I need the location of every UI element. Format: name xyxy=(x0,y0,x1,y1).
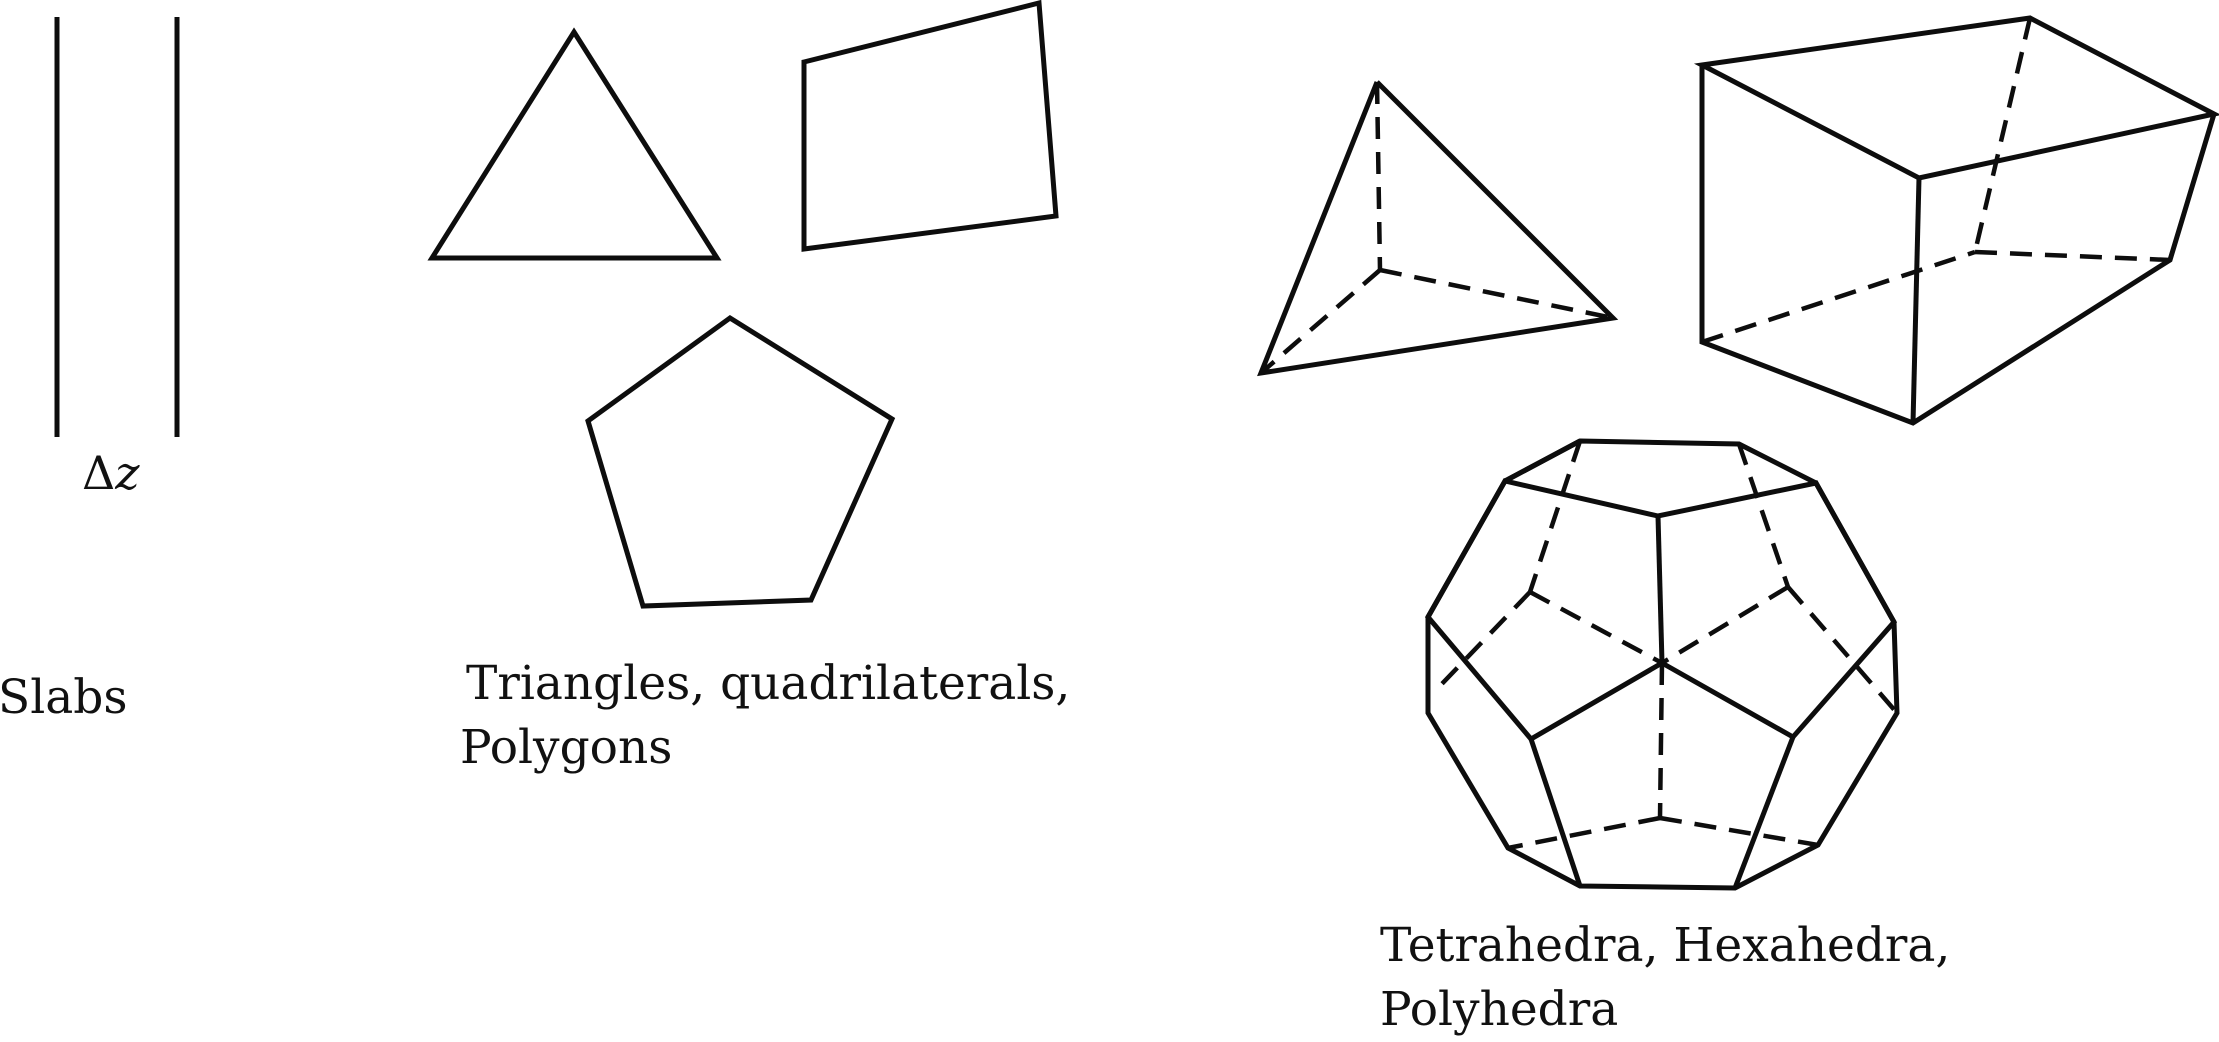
planar-shapes xyxy=(427,0,1059,609)
solids-caption-line-2: Polyhedra xyxy=(1380,982,1619,1037)
planar-caption-line-1: Triangles, quadrilaterals, xyxy=(466,656,1071,711)
polyhedron-hidden-edge-9 xyxy=(1659,815,1819,848)
polyhedron-edge-lower-right xyxy=(1732,736,1796,889)
hexahedron-top-face xyxy=(1693,15,2219,181)
polyhedron-hidden-edge-6 xyxy=(1786,585,1899,715)
hexahedron-front-edges xyxy=(1699,65,2217,426)
polyhedron-hidden-edge-2 xyxy=(1736,443,1791,588)
pentagon-shape xyxy=(585,314,896,609)
slabs-caption: Slabs xyxy=(0,666,127,730)
slabs-figure xyxy=(54,17,180,437)
hexahedron-hidden-edge-1 xyxy=(1972,17,2033,253)
z-variable: z xyxy=(115,446,140,500)
hexahedron-figure xyxy=(1693,15,2219,426)
tetrahedron-hidden-edge-1 xyxy=(1374,81,1383,271)
hexahedron-hidden-edge-3 xyxy=(1974,249,2171,263)
polyhedron-hidden-edge-5 xyxy=(1434,590,1532,692)
triangle-shape xyxy=(427,27,722,261)
tetrahedron-hidden-edge-2 xyxy=(1259,268,1382,375)
polyhedron-hidden-edge-3 xyxy=(1528,590,1664,665)
slab-thickness-label: Δz xyxy=(82,446,139,500)
slabs-caption-text: Slabs xyxy=(0,670,128,725)
polyhedron-figure xyxy=(1424,438,1900,891)
polyhedron-hidden-edge-8 xyxy=(1507,815,1661,851)
tetrahedron-hidden-edge-3 xyxy=(1379,267,1614,321)
tetrahedron-figure xyxy=(1257,80,1619,377)
polyhedron-hidden-edge-1 xyxy=(1527,440,1583,593)
polyhedron-edge-lower-left xyxy=(1528,738,1583,887)
polyhedron-edge-top-left xyxy=(1503,438,1582,484)
delta-symbol: Δ xyxy=(82,446,116,500)
solids-caption: Tetrahedra, Hexahedra, Polyhedra xyxy=(1380,914,1950,1042)
planar-caption: Triangles, quadrilaterals, Polygons xyxy=(460,652,1071,780)
solids-caption-line-1: Tetrahedra, Hexahedra, xyxy=(1380,918,1951,973)
polyhedron-hidden-edge-7 xyxy=(1657,662,1665,819)
hexahedron-vertical-edge xyxy=(1910,177,1922,424)
polyhedron-edge-center xyxy=(1655,515,1665,664)
hexahedron-hidden-edge-2 xyxy=(1701,249,1976,345)
tetrahedron-visible-edges xyxy=(1257,80,1619,377)
planar-caption-line-2: Polygons xyxy=(460,720,673,775)
quadrilateral-shape xyxy=(801,0,1059,252)
polyhedron-hidden-edge-4 xyxy=(1660,585,1790,665)
